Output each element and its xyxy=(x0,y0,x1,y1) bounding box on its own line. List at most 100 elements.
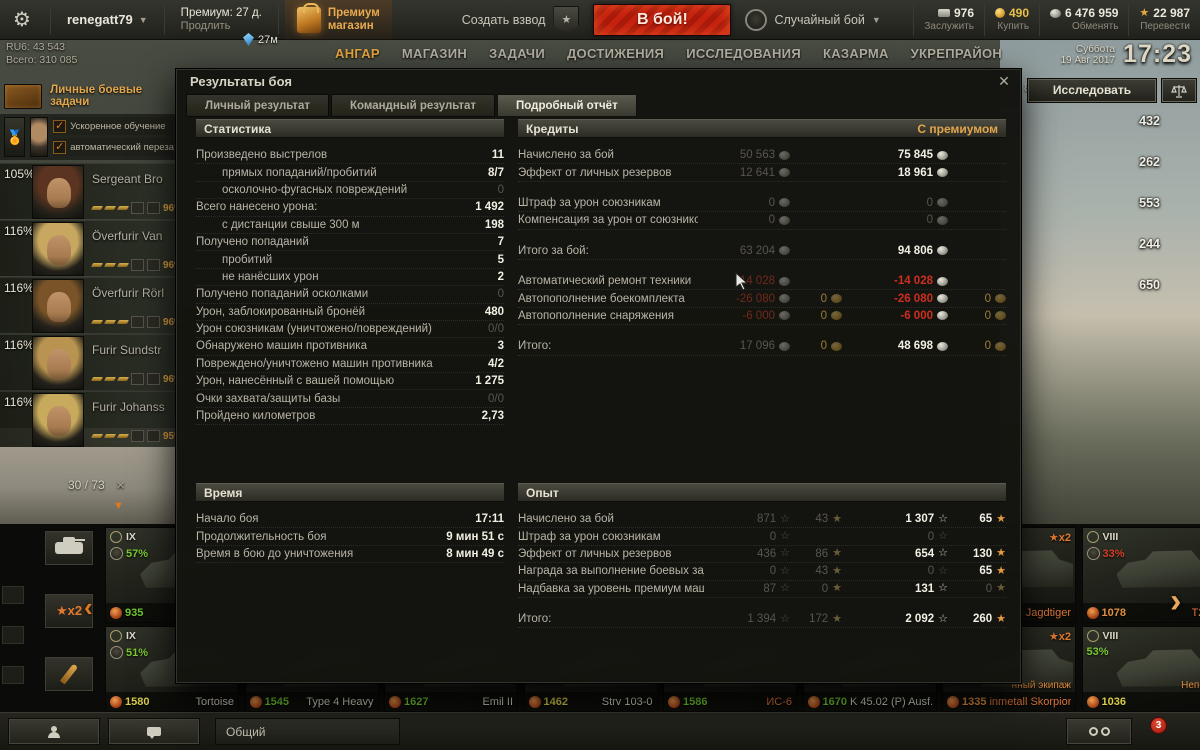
result-row-label: Получено попаданий xyxy=(196,236,309,249)
tab-active-results[interactable]: Подробный отчёт xyxy=(497,94,637,117)
crew-option-row[interactable]: ✓ автоматический переза xyxy=(53,138,174,156)
main-nav: АНГАР МАГАЗИН ЗАДАЧИ ДОСТИЖЕНИЯ ИССЛЕДОВАНИЯ… xyxy=(335,46,1002,61)
skill-chevron-icon xyxy=(103,320,117,324)
settings-gear-icon[interactable]: ⚙ xyxy=(13,9,31,31)
nav-item-исследования[interactable]: ИССЛЕДОВАНИЯ xyxy=(686,46,801,61)
experience-slot: 654 ☆ xyxy=(842,548,948,560)
result-row-label: Произведено выстрелов xyxy=(196,149,328,162)
username-menu[interactable]: renegatt79 ▼ xyxy=(57,12,158,27)
tab-results[interactable]: Личный результат xyxy=(186,94,329,117)
carousel-prev-arrow[interactable]: ‹ xyxy=(84,592,93,622)
result-row-label: Урон, заблокированный бронёй xyxy=(196,305,366,318)
chevron-down-icon: ▼ xyxy=(871,14,881,25)
nav-item-укрепрайон[interactable]: УКРЕПРАЙОН xyxy=(910,46,1003,61)
premium-shop-button[interactable]: Премиум магазин xyxy=(284,0,392,40)
chat-button[interactable] xyxy=(108,718,200,745)
credits-slot-prem: 75 845 xyxy=(842,149,948,161)
stream-mode-button[interactable] xyxy=(1066,718,1132,745)
personal-reserve-timer[interactable]: 27м xyxy=(243,33,278,46)
top-bar: ⚙ renegatt79 ▼ Премиум: 27 д. Продлить П… xyxy=(0,0,1200,40)
result-row-value: 0/0 xyxy=(488,323,504,336)
row-switch-icon[interactable] xyxy=(2,586,24,604)
experience-slot: 0 ☆ xyxy=(704,531,790,543)
skill-chevron-icon xyxy=(103,206,117,210)
crew-member-row[interactable]: 116% Furir Sundstr 96% xyxy=(0,334,183,390)
filter-tank-button[interactable] xyxy=(44,530,94,566)
crew-member-row[interactable]: 116% Överfurir Van 96% xyxy=(0,220,183,276)
reserve-counters: RU6: 43 543 Всего: 310 085 xyxy=(6,41,77,67)
credits-title: Кредиты xyxy=(526,121,579,136)
currency-gold[interactable]: 490 Купить xyxy=(984,3,1039,36)
crew-member-row[interactable]: 116% Furir Johanss 95% xyxy=(0,391,183,447)
time-section: Время Начало боя 17:11 Продолжительность б… xyxy=(196,483,504,564)
experience-value: 1 307 xyxy=(905,513,935,526)
commander-portrait[interactable] xyxy=(30,117,49,157)
notification-badge[interactable]: 3 xyxy=(1150,717,1167,734)
currency-free-xp[interactable]: ★ 22 987 Перевести xyxy=(1128,3,1200,36)
row-switch-icon[interactable] xyxy=(2,626,24,644)
research-button[interactable]: Исследовать xyxy=(1028,79,1156,102)
credits-value: 0 xyxy=(926,214,933,227)
crew-training-percent: 116% xyxy=(4,281,34,295)
tab-results[interactable]: Командный результат xyxy=(330,94,496,117)
filter-shell-button[interactable] xyxy=(44,656,94,692)
result-row-label: Начало боя xyxy=(196,513,259,526)
experience-slot: 1 307 ☆ xyxy=(842,513,948,525)
clock-date: 19 Авг 2017 xyxy=(1060,54,1116,66)
experience-section: Опыт Начислено за бой 871 ☆ 43 ★ 1 307 ☆ 65 ★ Штр… xyxy=(518,483,1006,629)
experience-value: 0 xyxy=(927,565,935,578)
credits-slot-premGold: 0 xyxy=(948,340,1006,352)
nav-item-магазин[interactable]: МАГАЗИН xyxy=(401,46,468,61)
crew-member-row[interactable]: 105% Sergeant Bro 96% xyxy=(0,163,183,219)
crew-option-row[interactable]: ✓ Ускоренное обучение xyxy=(53,117,174,135)
premium-status-block[interactable]: Премиум: 27 д. Продлить xyxy=(171,7,272,33)
tier-numeral: IX xyxy=(126,630,136,642)
experience-value: 65 xyxy=(979,513,993,526)
vehicle-class-icon xyxy=(1086,531,1099,543)
nav-item-задачи[interactable]: ЗАДАЧИ xyxy=(489,46,545,61)
experience-row: Штраф за урон союзникам 0 ☆ 0 ☆ xyxy=(518,528,1006,546)
dialog-close-icon[interactable]: ✕ xyxy=(998,73,1010,89)
rating-badge-icon xyxy=(1086,606,1099,619)
nav-item-ангар[interactable]: АНГАР xyxy=(335,46,380,61)
experience-value: 0 xyxy=(985,582,993,595)
checkbox-checked-icon[interactable]: ✓ xyxy=(53,140,67,154)
create-platoon[interactable]: Создать взвод ★ xyxy=(462,5,580,34)
battle-type-selector[interactable]: Случайный бой ▼ xyxy=(745,8,881,31)
experience-value: 65 xyxy=(979,565,993,578)
carousel-next-arrow[interactable]: › xyxy=(1170,582,1182,620)
credits-value: 12 641 xyxy=(739,166,775,179)
credits-slot-base: -6 000 xyxy=(698,310,790,322)
filter-close-icon[interactable]: ✕ xyxy=(116,480,126,492)
chat-channel-tab[interactable]: Общий xyxy=(215,718,400,745)
crew-member-row[interactable]: 116% Överfurir Rörl 96% xyxy=(0,277,183,333)
compare-scales-button[interactable] xyxy=(1162,79,1196,102)
credits-coin-icon xyxy=(779,215,790,225)
battle-button[interactable]: В бой! xyxy=(593,3,732,36)
result-row-value: 198 xyxy=(484,218,504,231)
row-switch-icon[interactable] xyxy=(2,666,24,684)
experience-slot: 43 ★ xyxy=(790,565,842,577)
free-xp-star-icon: ★ xyxy=(832,512,842,525)
currency-credits[interactable]: 6 476 959 Обменять xyxy=(1039,3,1128,36)
currency-bonds[interactable]: 976 Заслужить xyxy=(913,3,984,36)
result-row: Произведено выстрелов 11 xyxy=(196,147,504,165)
tank-card[interactable]: VIII 53% Непол 1036 xyxy=(1081,626,1200,712)
credits-row-label: Итого: xyxy=(518,340,552,353)
checkbox-checked-icon[interactable]: ✓ xyxy=(53,119,67,133)
premium-renew-link[interactable]: Продлить xyxy=(180,19,231,32)
personal-missions-header[interactable]: Личные боевые задачи xyxy=(0,82,178,110)
contacts-button[interactable] xyxy=(8,718,100,745)
mastery-medal-icon xyxy=(1086,547,1100,560)
nav-item-достижения[interactable]: ДОСТИЖЕНИЯ xyxy=(566,46,665,61)
result-row: Урон, нанесённый с вашей помощью 1 275 xyxy=(196,373,504,391)
currency-panel: 976 Заслужить 490 Купить 6 476 959 Обменять ★ 2… xyxy=(913,0,1200,40)
nav-item-казарма[interactable]: КАЗАРМА xyxy=(822,46,889,61)
result-row-value: 2,73 xyxy=(481,410,504,423)
filter-x2-button[interactable]: ★x2 xyxy=(44,593,94,629)
credits-coin-icon xyxy=(779,198,790,208)
credits-row-label: Итого за бой: xyxy=(518,244,589,257)
tank-card-t25[interactable]: VIII 33% 1078 T25 xyxy=(1081,527,1200,623)
slot-counter-value: 30 / 73 xyxy=(68,478,105,492)
